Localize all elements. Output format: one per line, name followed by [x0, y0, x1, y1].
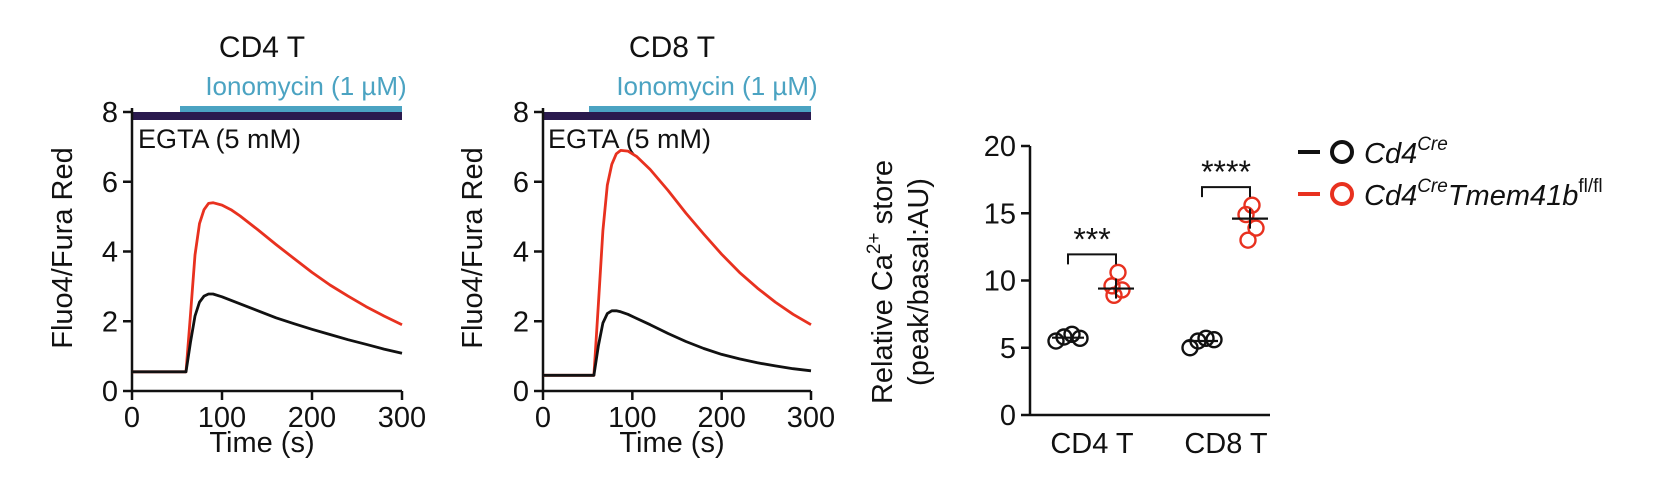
- panel2-lines: [543, 149, 812, 377]
- knockout-data-point: [1243, 196, 1261, 214]
- panel1-ionomycin-label: Ionomycin (1 µM): [205, 71, 406, 101]
- control-data-point: [1047, 332, 1065, 350]
- y-tick-label: 5: [1000, 333, 1016, 365]
- legend-control-superscript: Cre: [1417, 134, 1448, 155]
- panel1-egta-label: EGTA (5 mM): [138, 124, 301, 154]
- legend-knockout-marker: [1330, 182, 1354, 206]
- knockout-data-point: [1113, 281, 1131, 299]
- control-trace: [543, 309, 812, 377]
- knockout-data-point: [1109, 263, 1127, 282]
- x-tick-label: 300: [378, 402, 426, 434]
- significance-bracket: [1067, 253, 1117, 265]
- significance-label: ***: [1073, 221, 1110, 257]
- legend-control-text: Cd4: [1364, 138, 1417, 170]
- y-tick-label: 6: [513, 167, 529, 199]
- legend-control-label: Cd4Cre: [1364, 134, 1448, 170]
- x-tick-label: 200: [697, 402, 745, 434]
- legend-knockout-superscript-2: fl/fl: [1578, 176, 1602, 197]
- control-data-point: [1063, 325, 1081, 343]
- panel2-y-axis-label: Fluo4/Fura Red: [457, 147, 489, 349]
- legend-control-marker: [1330, 140, 1354, 164]
- legend: Cd4Cre Cd4CreTmem41bfl/fl: [1298, 134, 1603, 212]
- legend-knockout-superscript-1: Cre: [1417, 176, 1448, 197]
- y-tick-label: 0: [513, 376, 529, 408]
- control-data-point: [1205, 330, 1223, 349]
- x-tick-label: 300: [787, 402, 835, 434]
- panel2-x-axis-label: Time (s): [619, 427, 724, 459]
- panel2-ionomycin-label: Ionomycin (1 µM): [616, 71, 817, 101]
- significance-bracket: [1201, 186, 1251, 198]
- legend-knockout-label: Cd4CreTmem41bfl/fl: [1364, 176, 1603, 212]
- y-tick-label: 8: [102, 97, 118, 129]
- panel1-egta-bar: [132, 112, 402, 120]
- panel-ca-store-scatter: Relative Ca2+ store (peak/basal:AU) 0 5 10…: [864, 131, 1270, 460]
- panel2-axes: 0 2 4 6 8 0 100 200 300: [513, 97, 835, 434]
- x-tick-label: 100: [608, 402, 656, 434]
- y-tick-label: 20: [984, 131, 1016, 163]
- panel2-egta-bar: [543, 112, 811, 120]
- legend-knockout-text-a: Cd4: [1364, 180, 1417, 212]
- panel2-title: CD8 T: [629, 31, 715, 64]
- legend-knockout-text-b: Tmem41b: [1448, 180, 1579, 212]
- panel1-ionomycin-bar: [180, 106, 402, 112]
- control-trace: [132, 292, 403, 374]
- panel3-y-axis-label-line2: (peak/basal:AU): [903, 178, 935, 386]
- panel2-egta-label: EGTA (5 mM): [548, 124, 711, 154]
- y-tick-label: 15: [984, 198, 1016, 230]
- y-tick-label: 4: [102, 237, 118, 269]
- knockout-trace: [543, 149, 812, 377]
- y-tick-label: 10: [984, 266, 1016, 298]
- panel3-ylabel-superscript: 2+: [864, 232, 885, 254]
- x-tick-label: 200: [288, 402, 336, 434]
- control-data-point: [1197, 329, 1215, 348]
- knockout-data-point: [1239, 231, 1257, 249]
- panel3-ylabel-ca: Relative Ca: [867, 253, 899, 404]
- panel1-axes: 0 2 4 6 8 0 100 200 300: [102, 97, 426, 434]
- panel1-lines: [132, 201, 403, 374]
- x-tick-label: 100: [198, 402, 246, 434]
- panel1-title: CD4 T: [219, 31, 305, 64]
- y-tick-label: 8: [513, 97, 529, 129]
- panel-cd4-timecourse: CD4 T Ionomycin (1 µM) EGTA (5 mM) 0 2 4 6 8…: [47, 31, 426, 459]
- significance-label: ****: [1201, 154, 1251, 190]
- y-tick-label: 2: [102, 306, 118, 338]
- panel3-ylabel-store: store: [867, 160, 899, 233]
- x-tick-label: 0: [535, 402, 551, 434]
- knockout-data-point: [1237, 205, 1255, 224]
- panel-cd8-timecourse: CD8 T Ionomycin (1 µM) EGTA (5 mM) 0 2 4 6 8…: [457, 31, 835, 459]
- y-tick-label: 0: [1000, 400, 1016, 432]
- knockout-trace: [132, 201, 403, 374]
- y-tick-label: 0: [102, 376, 118, 408]
- x-tick-label: 0: [124, 402, 140, 434]
- x-category-label: CD8 T: [1184, 428, 1268, 460]
- panel1-x-axis-label: Time (s): [209, 427, 314, 459]
- panel1-y-axis-label: Fluo4/Fura Red: [47, 147, 79, 349]
- panel3-y-axis-label-line1: Relative Ca2+ store: [864, 160, 899, 404]
- panel3-points: *******: [1047, 154, 1268, 357]
- panel3-axes: 0 5 10 15 20 CD4 T CD8 T: [984, 131, 1270, 460]
- y-tick-label: 2: [513, 306, 529, 338]
- y-tick-label: 4: [513, 237, 529, 269]
- x-category-label: CD4 T: [1050, 428, 1134, 460]
- knockout-data-point: [1247, 219, 1265, 237]
- panel2-ionomycin-bar: [589, 106, 811, 112]
- y-tick-label: 6: [102, 167, 118, 199]
